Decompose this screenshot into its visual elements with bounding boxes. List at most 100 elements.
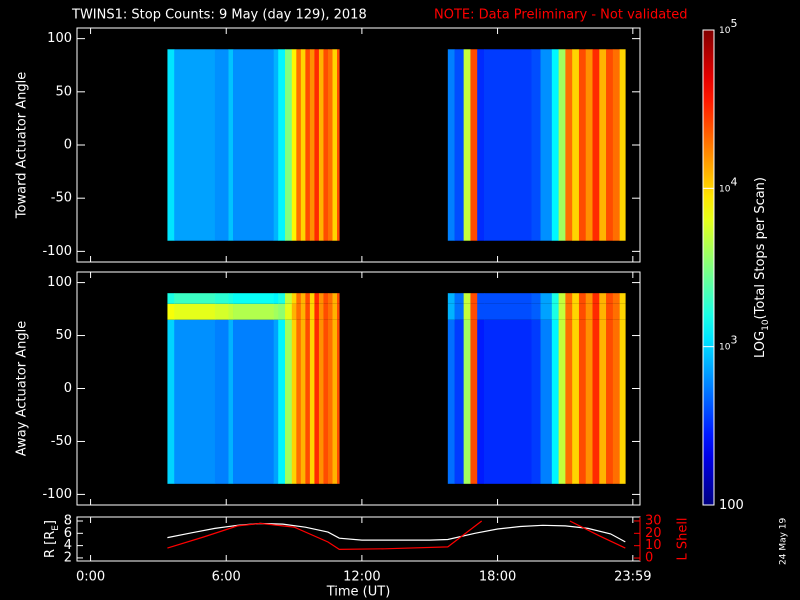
heat-cell bbox=[174, 303, 216, 320]
x-tick-label: 18:00 bbox=[479, 570, 516, 585]
heat-cell bbox=[470, 293, 478, 304]
heat-cell bbox=[572, 303, 580, 320]
heat-cell bbox=[332, 49, 338, 241]
heat-cell bbox=[551, 319, 559, 484]
heat-cell bbox=[585, 303, 593, 320]
x-tick-label: 6:00 bbox=[212, 570, 241, 585]
cb-tick-base: 10 bbox=[719, 26, 731, 36]
heat-cell bbox=[314, 293, 320, 304]
y-tick-label: 100 bbox=[47, 31, 72, 46]
colorbar bbox=[702, 29, 715, 506]
heat-cell bbox=[606, 303, 614, 320]
heat-cell bbox=[167, 49, 175, 241]
heat-cell bbox=[565, 49, 573, 241]
heat-cell bbox=[606, 49, 614, 241]
heat-cell bbox=[332, 303, 338, 320]
heat-cell bbox=[214, 293, 229, 304]
heat-cell bbox=[228, 49, 234, 241]
label-text: LOG bbox=[753, 331, 768, 358]
heat-cell bbox=[531, 293, 541, 304]
label-sub: E bbox=[51, 525, 61, 531]
heat-cell bbox=[578, 49, 587, 241]
heat-cell bbox=[167, 293, 175, 304]
cb-tick-label: 104 bbox=[719, 175, 737, 194]
heat-cell bbox=[233, 293, 275, 304]
heat-cell bbox=[592, 319, 600, 484]
series-line bbox=[167, 520, 626, 551]
heat-cell bbox=[305, 49, 311, 241]
heat-cell bbox=[327, 319, 333, 484]
label-text: (Total Stops per Scan) bbox=[753, 177, 768, 319]
heat-cell bbox=[558, 49, 566, 241]
heat-cell bbox=[214, 303, 229, 320]
heat-cell bbox=[470, 303, 478, 320]
heat-cell bbox=[337, 319, 340, 484]
heat-cell bbox=[531, 303, 541, 320]
heat-cell bbox=[214, 49, 229, 241]
heat-cell bbox=[305, 319, 311, 484]
heat-cell bbox=[300, 49, 306, 241]
heat-cell bbox=[327, 303, 333, 320]
x-axis-label: Time (UT) bbox=[326, 585, 391, 600]
cb-tick-label: 105 bbox=[719, 17, 737, 36]
heat-cell bbox=[551, 303, 559, 320]
y-tick-label: -100 bbox=[42, 244, 72, 259]
heat-cell bbox=[327, 49, 333, 241]
cb-tick-base: 10 bbox=[719, 184, 731, 194]
heat-cell bbox=[273, 49, 279, 241]
heat-cell bbox=[447, 303, 455, 320]
x-tick-label: 12:00 bbox=[343, 570, 380, 585]
heat-cell bbox=[318, 293, 324, 304]
heat-cell bbox=[291, 303, 297, 320]
heat-cell bbox=[477, 293, 485, 304]
heat-cell bbox=[540, 303, 553, 320]
heat-cell bbox=[599, 319, 607, 484]
y-tick-label: -50 bbox=[51, 434, 72, 449]
heat-cell bbox=[578, 293, 587, 304]
heat-cell bbox=[578, 319, 587, 484]
heat-cell bbox=[323, 319, 329, 484]
heat-cell bbox=[273, 303, 279, 320]
heat-cell bbox=[305, 293, 311, 304]
heat-cell bbox=[551, 293, 559, 304]
heat-cell bbox=[167, 319, 175, 484]
y-tick-label: 2 bbox=[64, 550, 72, 565]
y2-tick-label: 10 bbox=[645, 538, 662, 553]
heat-cell bbox=[619, 49, 626, 241]
heat-cell bbox=[558, 293, 566, 304]
note: NOTE: Data Preliminary - Not validated bbox=[434, 8, 688, 23]
heat-cell bbox=[318, 319, 324, 484]
heat-cell bbox=[285, 49, 293, 241]
heat-cell bbox=[592, 293, 600, 304]
heat-cell bbox=[323, 49, 329, 241]
label-text: ] bbox=[43, 520, 58, 525]
heat-cell bbox=[296, 303, 302, 320]
heat-cell bbox=[540, 49, 553, 241]
heat-cell bbox=[606, 293, 614, 304]
heat-cell bbox=[167, 303, 175, 320]
heat-cell bbox=[463, 49, 471, 241]
heat-cell bbox=[612, 303, 620, 320]
y-tick-label: 4 bbox=[64, 538, 72, 553]
heat-cell bbox=[309, 303, 315, 320]
heat-cell bbox=[599, 49, 607, 241]
heat-cell bbox=[296, 293, 302, 304]
heat-cell bbox=[318, 49, 324, 241]
cb-tick-exp: 5 bbox=[730, 17, 737, 30]
heat-cell bbox=[337, 49, 340, 241]
heat-cell bbox=[233, 49, 275, 241]
heat-cell bbox=[619, 303, 626, 320]
heat-cell bbox=[585, 319, 593, 484]
heat-cell bbox=[612, 49, 620, 241]
x-tick-label: 0:00 bbox=[76, 570, 105, 585]
axis-label: LOG10(Total Stops per Scan) bbox=[753, 177, 771, 358]
heat-cell bbox=[309, 319, 315, 484]
heat-cell bbox=[447, 293, 455, 304]
heat-cell bbox=[477, 319, 485, 484]
heat-cell bbox=[228, 303, 234, 320]
heat-cell bbox=[531, 319, 541, 484]
y-tick-label: 8 bbox=[64, 514, 72, 529]
heat-cell bbox=[540, 319, 553, 484]
heat-cell bbox=[565, 303, 573, 320]
